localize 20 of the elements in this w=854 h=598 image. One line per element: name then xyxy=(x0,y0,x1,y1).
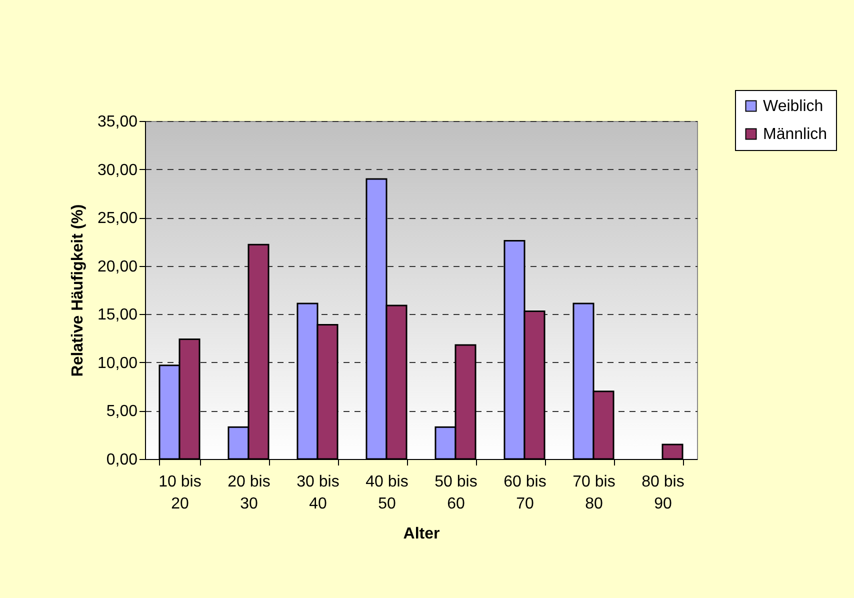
x-tick-label: 40 bis 50 xyxy=(366,474,408,512)
x-tick-label: 50 bis 60 xyxy=(434,474,478,512)
x-tick-label: 10 bis 20 xyxy=(158,474,202,512)
x-tick-label: 20 bis 30 xyxy=(228,474,270,512)
y-tick-label: 15,00 xyxy=(97,306,138,324)
legend-label: Männlich xyxy=(763,126,828,143)
y-tick-label: 35,00 xyxy=(97,114,138,130)
y-tick-label: 20,00 xyxy=(97,258,138,276)
y-tick-label: 10,00 xyxy=(97,354,138,372)
y-tick-label: 5,00 xyxy=(106,403,138,420)
y-tick-label: 25,00 xyxy=(97,210,138,228)
y-axis-title: Relative Häufigkeit (%) xyxy=(69,204,86,377)
x-tick-label: 30 bis 40 xyxy=(296,474,340,512)
legend-label: Weiblich xyxy=(763,98,824,115)
x-tick-label: 60 bis 70 xyxy=(504,474,546,512)
x-axis-title: Alter xyxy=(403,526,440,542)
x-tick-label: 80 bis 90 xyxy=(642,474,684,512)
y-tick-label: 30,00 xyxy=(97,162,138,179)
x-tick-label: 70 bis 80 xyxy=(572,474,616,512)
y-tick-label: 0,00 xyxy=(106,452,138,468)
